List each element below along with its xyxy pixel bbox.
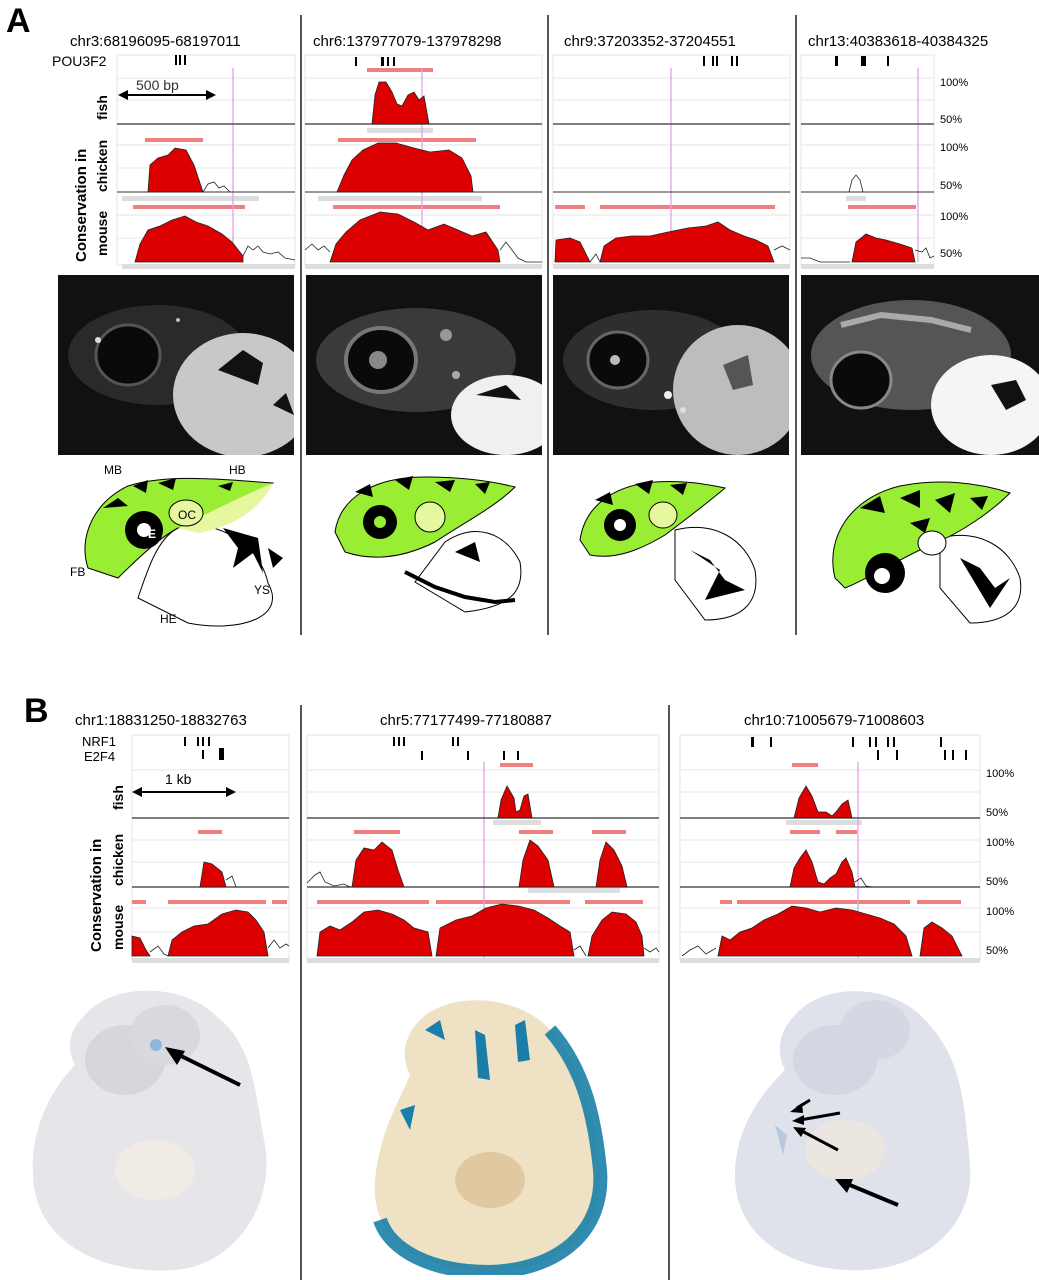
- panel-a-schematic-4: [820, 478, 1035, 628]
- panel-a-pct-fish-high: 100%: [940, 77, 969, 89]
- panel-b-pct-fish-high: 100%: [986, 768, 1015, 780]
- panel-b-separator-1: [300, 705, 302, 1280]
- panel-a-pct-mouse-high: 100%: [940, 211, 969, 223]
- panel-b-embryo-1: [15, 975, 300, 1275]
- panel-b-embryo-2: [340, 980, 640, 1280]
- panel-b-embryo-3: [715, 975, 1005, 1275]
- panel-a-coord-1: chr3:68196095-68197011: [70, 33, 241, 50]
- panel-a-tf-label: POU3F2: [52, 53, 107, 69]
- panel-a-fluorescence-image-1: [58, 275, 294, 455]
- anatomy-label-oc: OC: [178, 508, 196, 522]
- panel-a-schematic-3: [575, 470, 790, 630]
- panel-a-pct-fish-low: 50%: [940, 114, 963, 126]
- panel-b-coord-2: chr5:77177499-77180887: [380, 712, 552, 729]
- panel-b-tf-label-e2f4: E2F4: [84, 749, 116, 764]
- panel-a-schematic-2: [325, 462, 545, 632]
- panel-b-pct-chicken-high: 100%: [986, 837, 1015, 849]
- anatomy-label-hb: HB: [229, 463, 246, 477]
- panel-b-tracks-svg: [131, 734, 981, 963]
- panel-a-pct-chicken-low: 50%: [940, 180, 963, 192]
- panel-a-scale-label: 500 bp: [136, 77, 179, 93]
- panel-b-pct-mouse-low: 50%: [986, 945, 1009, 957]
- panel-a-fluorescence-image-2: [306, 275, 542, 455]
- panel-a-conservation-tracks: [0, 0, 1039, 275]
- panel-a-separator-3: [795, 15, 797, 635]
- anatomy-label-he: HE: [160, 612, 177, 626]
- panel-b-coord-3: chr10:71005679-71008603: [744, 712, 925, 729]
- panel-a-separator-2: [547, 15, 549, 635]
- panel-a-coord-3: chr9:37203352-37204551: [564, 33, 736, 50]
- panel-b-separator-2: [668, 705, 670, 1280]
- panel-a-fluorescence-image-3: [553, 275, 789, 455]
- panel-b-pct-chicken-low: 50%: [986, 876, 1009, 888]
- panel-b-scale-label: 1 kb: [165, 771, 192, 787]
- anatomy-label-fb: FB: [70, 565, 86, 579]
- panel-a-tracks-svg: [116, 54, 935, 269]
- anatomy-label-ys: YS: [254, 583, 271, 597]
- panel-a-pct-mouse-low: 50%: [940, 248, 963, 260]
- panel-a-separator-1: [300, 15, 302, 635]
- anatomy-label-mb: MB: [104, 463, 122, 477]
- panel-a-schematic-1: [58, 458, 298, 633]
- panel-b-pct-fish-low: 50%: [986, 807, 1009, 819]
- panel-a-letter: A: [6, 2, 31, 40]
- panel-a-fluorescence-image-4: [801, 275, 1039, 455]
- panel-a-coord-4: chr13:40383618-40384325: [808, 33, 989, 50]
- anatomy-label-e: E: [148, 527, 157, 541]
- panel-b-tf-label-nrf1: NRF1: [82, 734, 116, 749]
- panel-b-pct-mouse-high: 100%: [986, 906, 1015, 918]
- panel-a-coord-2: chr6:137977079-137978298: [313, 33, 502, 50]
- panel-a-pct-chicken-high: 100%: [940, 142, 969, 154]
- panel-b-letter: B: [24, 692, 49, 730]
- panel-b-coord-1: chr1:18831250-18832763: [75, 712, 247, 729]
- panel-b-conservation-tracks: [0, 700, 1039, 965]
